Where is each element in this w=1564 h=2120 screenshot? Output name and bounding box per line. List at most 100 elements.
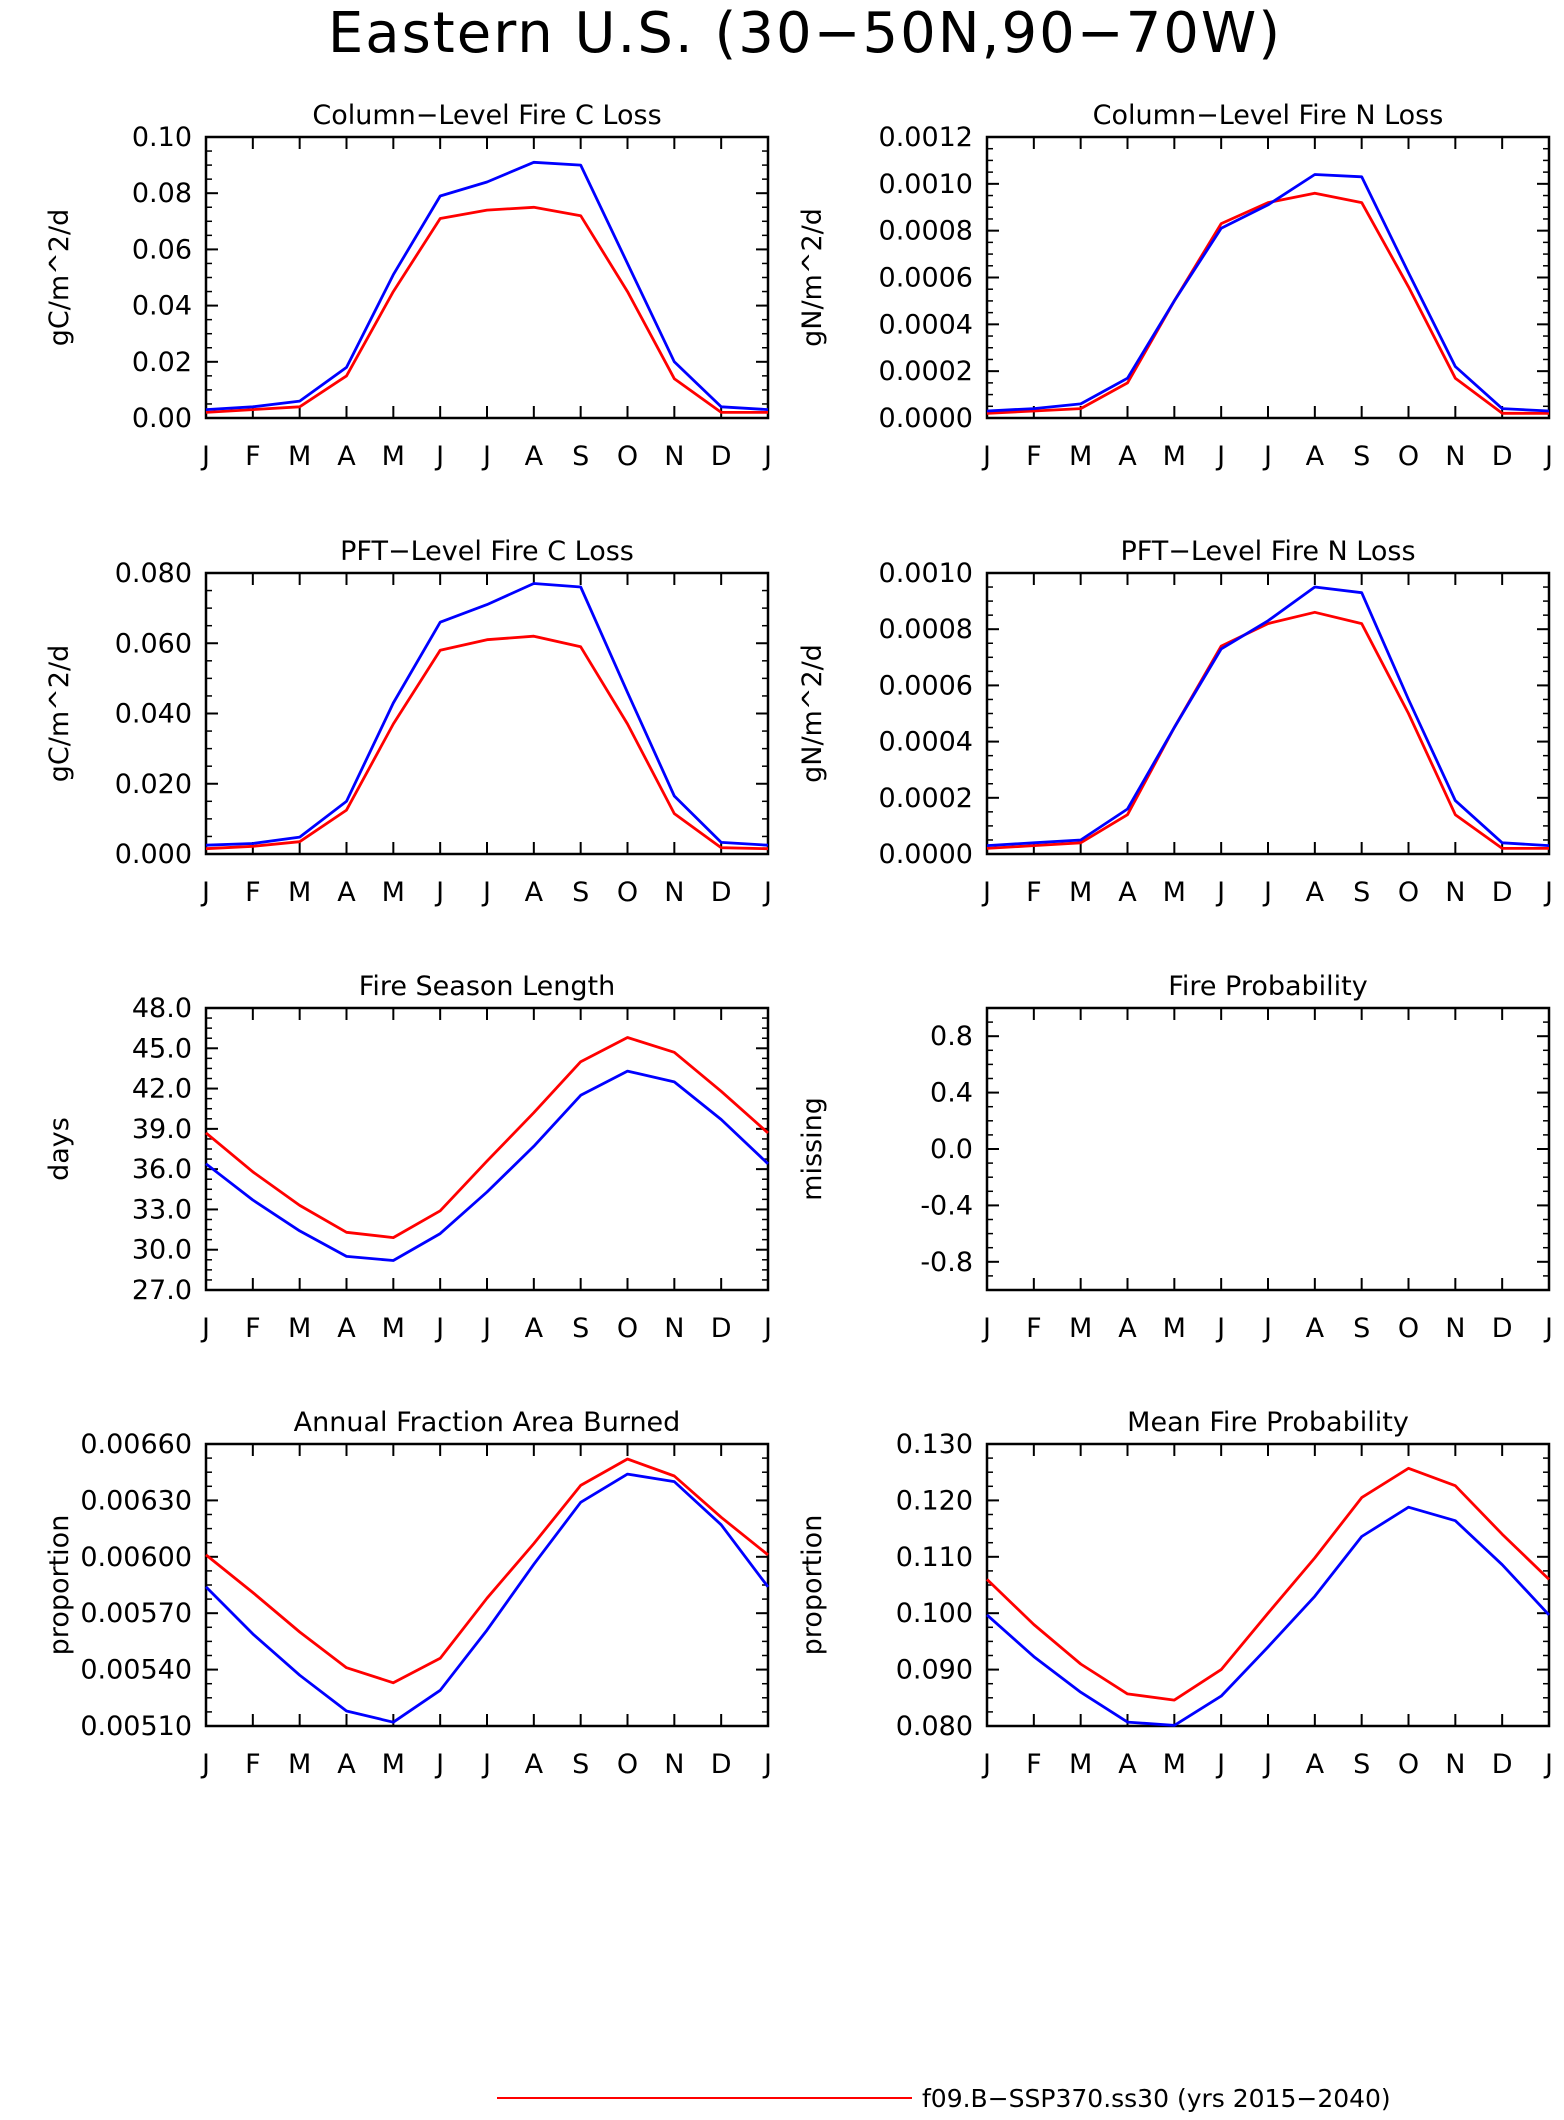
x-tick-label: M xyxy=(1163,1313,1186,1344)
x-tick-label: M xyxy=(1069,1313,1092,1344)
series-line-blue xyxy=(986,585,1550,847)
x-tick-label: M xyxy=(288,1313,311,1344)
x-tick-label: S xyxy=(572,1313,589,1344)
x-tick-label: J xyxy=(981,441,991,472)
y-tick-label: 39.0 xyxy=(132,1114,192,1145)
x-tick-label: A xyxy=(525,1749,544,1780)
y-axis-label: gC/m^2/d xyxy=(44,645,75,782)
x-tick-label: J xyxy=(981,1749,991,1780)
x-tick-label: O xyxy=(617,1313,638,1344)
y-tick-label: 0.0002 xyxy=(879,783,973,814)
x-tick-label: F xyxy=(245,877,261,908)
y-tick-label: 0.090 xyxy=(896,1655,973,1686)
x-tick-label: S xyxy=(1353,1313,1370,1344)
x-tick-label: A xyxy=(525,1313,544,1344)
y-tick-label: 0.020 xyxy=(115,769,192,800)
x-tick-label: M xyxy=(288,877,311,908)
x-tick-label: M xyxy=(382,877,405,908)
y-tick-label: 48.0 xyxy=(132,993,192,1024)
y-tick-label: 0.0004 xyxy=(879,309,973,340)
x-tick-label: S xyxy=(572,877,589,908)
y-tick-label: 0.4 xyxy=(930,1078,973,1109)
x-tick-label: J xyxy=(762,877,772,908)
x-tick-label: J xyxy=(981,1313,991,1344)
x-tick-label: J xyxy=(762,1749,772,1780)
panel-title: PFT−Level Fire N Loss xyxy=(1120,536,1415,567)
x-tick-label: D xyxy=(711,1749,732,1780)
x-tick-label: A xyxy=(525,877,544,908)
x-tick-label: M xyxy=(1163,1749,1186,1780)
y-tick-label: 0.04 xyxy=(132,291,192,322)
panel-title: Annual Fraction Area Burned xyxy=(294,1407,681,1438)
x-tick-label: J xyxy=(1215,441,1225,472)
series-line-blue xyxy=(205,1069,769,1262)
x-tick-label: S xyxy=(1353,441,1370,472)
x-tick-label: J xyxy=(434,441,444,472)
series-line-red xyxy=(205,205,768,414)
x-tick-label: D xyxy=(711,441,732,472)
series-line-blue xyxy=(986,173,1550,413)
y-tick-label: 0.10 xyxy=(132,122,192,153)
x-tick-label: J xyxy=(481,441,491,472)
y-tick-label: 42.0 xyxy=(132,1074,192,1105)
x-tick-label: J xyxy=(1543,1313,1553,1344)
y-tick-label: 0.0 xyxy=(930,1134,973,1165)
x-tick-label: O xyxy=(1398,1313,1419,1344)
x-tick-label: A xyxy=(1118,877,1137,908)
x-tick-label: D xyxy=(1492,1313,1513,1344)
legend: f09.B−SSP370.ss30 (yrs 2015−2040) xyxy=(497,2084,1391,2113)
x-tick-label: J xyxy=(1543,877,1553,908)
x-tick-label: A xyxy=(1306,1313,1325,1344)
y-tick-label: 0.110 xyxy=(896,1542,973,1573)
plot-frame xyxy=(204,135,770,420)
y-tick-label: 27.0 xyxy=(132,1275,192,1306)
x-tick-label: J xyxy=(1262,877,1272,908)
x-tick-label: J xyxy=(1262,1749,1272,1780)
x-tick-label: S xyxy=(572,1749,589,1780)
series-line-red xyxy=(205,1036,769,1239)
x-tick-label: J xyxy=(200,441,210,472)
series-line-red xyxy=(986,610,1549,850)
x-tick-label: D xyxy=(1492,877,1513,908)
x-tick-label: M xyxy=(382,1313,405,1344)
y-tick-label: 0.040 xyxy=(115,699,192,730)
x-tick-label: N xyxy=(664,1313,684,1344)
x-tick-label: O xyxy=(1398,1749,1419,1780)
y-tick-label: 0.120 xyxy=(896,1485,973,1516)
x-tick-label: J xyxy=(1215,1313,1225,1344)
y-tick-label: 0.130 xyxy=(896,1429,973,1460)
x-tick-label: A xyxy=(337,877,356,908)
x-tick-label: O xyxy=(1398,877,1419,908)
plot-frame xyxy=(204,1442,770,1728)
y-tick-label: 30.0 xyxy=(132,1235,192,1266)
y-tick-label: 0.8 xyxy=(930,1021,973,1052)
y-tick-label: 0.00660 xyxy=(80,1429,192,1460)
y-tick-label: 0.00570 xyxy=(80,1598,192,1629)
x-tick-label: S xyxy=(1353,1749,1370,1780)
panel-title: Fire Probability xyxy=(1168,971,1368,1002)
y-tick-label: 0.02 xyxy=(132,347,192,378)
x-tick-label: M xyxy=(1163,877,1186,908)
y-axis-label: gN/m^2/d xyxy=(797,644,828,783)
x-tick-label: F xyxy=(245,1749,261,1780)
y-tick-label: 0.0002 xyxy=(879,356,973,387)
panel-title: Column−Level Fire N Loss xyxy=(1093,100,1444,131)
x-tick-label: A xyxy=(1306,1749,1325,1780)
y-tick-label: 0.0010 xyxy=(879,169,973,200)
x-tick-label: J xyxy=(1543,441,1553,472)
panel-2: J F M A M J J A S O N D J0.00000.00020.00040.00060.0… xyxy=(797,100,1553,472)
x-tick-label: F xyxy=(1026,877,1042,908)
x-tick-label: F xyxy=(245,1313,261,1344)
y-tick-label: -0.4 xyxy=(920,1190,973,1221)
x-tick-label: M xyxy=(1163,441,1186,472)
x-tick-label: F xyxy=(1026,441,1042,472)
panel-title: PFT−Level Fire C Loss xyxy=(340,536,634,567)
y-tick-label: 0.080 xyxy=(115,558,192,589)
y-tick-label: 0.00540 xyxy=(80,1655,192,1686)
x-tick-label: J xyxy=(434,1313,444,1344)
x-tick-label: A xyxy=(1118,1749,1137,1780)
x-tick-label: J xyxy=(1215,1749,1225,1780)
y-axis-label: days xyxy=(44,1117,75,1181)
